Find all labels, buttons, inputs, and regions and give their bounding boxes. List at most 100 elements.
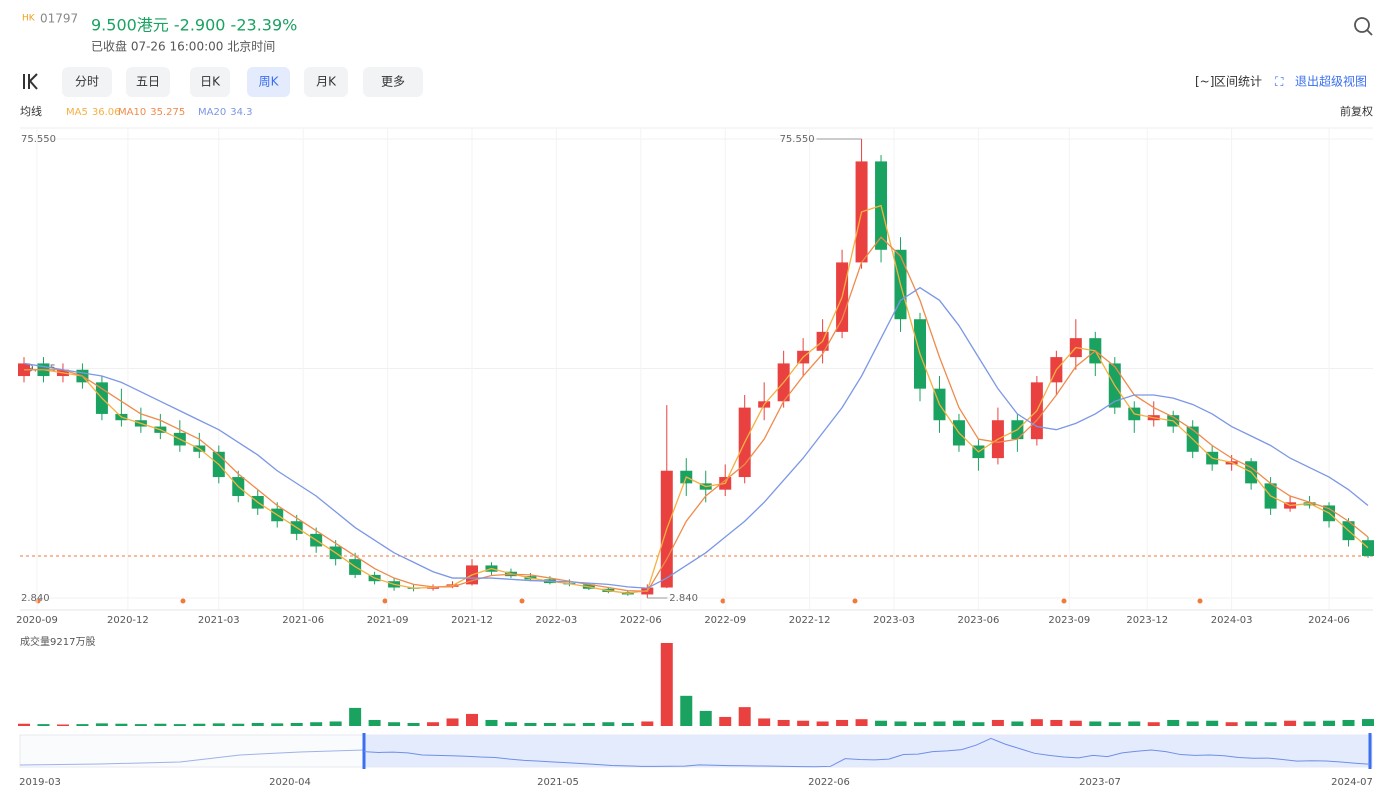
tool-button[interactable]: 退出超级视图: [1295, 74, 1367, 89]
legend-name: MA10: [118, 107, 146, 118]
tab-label[interactable]: 更多: [381, 75, 405, 89]
volume-bar: [310, 722, 323, 726]
volume-bar: [427, 722, 440, 726]
volume-bar: [504, 722, 517, 726]
volume-bar: [76, 724, 89, 726]
volume-bar: [602, 722, 615, 726]
volume-bar: [407, 722, 420, 726]
volume-bar: [1128, 721, 1141, 726]
x-tick-label: 2023-03: [873, 615, 915, 626]
volume-bar: [738, 707, 751, 726]
volume-bar: [816, 721, 829, 726]
volume-bar: [660, 643, 673, 726]
navigator-line: [363, 737, 1371, 768]
adjust-label[interactable]: 前复权: [1340, 104, 1373, 118]
volume-bar: [349, 707, 362, 726]
market-badge: HK: [22, 14, 36, 24]
candle-body: [1362, 540, 1374, 556]
volume-bar: [485, 719, 498, 726]
chart-icon[interactable]: [23, 73, 38, 90]
legend-value: 34.3: [230, 107, 252, 118]
x-tick-label: 2021-03: [198, 615, 240, 626]
volume-bar: [212, 723, 225, 726]
volume-bar: [251, 722, 264, 726]
tool-button[interactable]: 区间统计: [1214, 75, 1262, 89]
volume-bar: [972, 722, 985, 726]
volume-bar: [134, 724, 147, 726]
volume-bar: [466, 713, 478, 726]
volume-bar: [777, 719, 790, 726]
legend-name: MA5: [66, 107, 88, 118]
volume-bar: [329, 721, 342, 726]
x-tick-label: 2023-09: [1048, 615, 1090, 626]
volume-bar: [719, 716, 732, 726]
volume-bar: [115, 723, 128, 726]
x-tick-label: 2024-06: [1308, 615, 1350, 626]
volume-bar: [1030, 719, 1043, 726]
volume-bar: [1323, 720, 1336, 726]
tab-label[interactable]: 五日: [136, 75, 160, 89]
ma-label: 均线: [20, 104, 42, 118]
tab-label[interactable]: 分时: [75, 75, 99, 89]
annotation-label: 2.840: [669, 593, 698, 604]
tab-button[interactable]: [363, 67, 423, 97]
volume-bar: [1342, 719, 1355, 726]
volume-bar: [952, 720, 965, 726]
event-dots: [35, 598, 1203, 604]
navigator-label: 2021-05: [537, 777, 579, 788]
volume-bar: [582, 722, 595, 726]
volume-bar: [1147, 722, 1160, 726]
tab-button[interactable]: [304, 67, 348, 97]
volume-bar: [193, 723, 206, 726]
volume-bar: [836, 719, 849, 726]
volume-bar: [1264, 722, 1277, 726]
tab-button[interactable]: [126, 67, 170, 97]
navigator-label: 2023-07: [1079, 777, 1121, 788]
annotation-label: 75.550: [780, 134, 815, 145]
range-icon: [~]: [1195, 75, 1214, 89]
status: 已收盘 07-26 16:00:00 北京时间: [91, 39, 275, 54]
x-tick-label: 2020-12: [107, 615, 149, 626]
x-tick-label: 2021-12: [451, 615, 493, 626]
stock-code: 01797: [40, 12, 78, 26]
volume-bar: [271, 723, 284, 726]
volume-bar: [914, 722, 926, 726]
volume-bar: [154, 723, 167, 726]
volume-bar: [991, 719, 1004, 726]
volume-bar: [1186, 721, 1199, 726]
volume-bar: [758, 718, 771, 726]
tab-button[interactable]: [247, 67, 290, 97]
volume-bar: [388, 722, 401, 726]
x-tick-label: 2021-09: [367, 615, 409, 626]
volume-bar: [1108, 722, 1121, 726]
x-tick-label: 2022-06: [620, 615, 662, 626]
volume-bar: [621, 722, 634, 726]
tab-button[interactable]: [190, 67, 230, 97]
navigator-label: 2024-07: [1331, 777, 1373, 788]
volume-bar: [368, 719, 381, 726]
exit-icon: ⛶: [1274, 75, 1284, 89]
volume-bar: [1069, 720, 1082, 726]
volume-bar: [641, 721, 654, 726]
navigator-label: 2020-04: [269, 777, 311, 788]
tab-label[interactable]: 日K: [200, 75, 221, 89]
volume-bar: [1303, 721, 1316, 726]
tab-label[interactable]: 周K: [259, 75, 280, 89]
navigator-selection[interactable]: [364, 735, 1370, 767]
x-tick-label: 2023-12: [1126, 615, 1168, 626]
volume-bar: [933, 721, 946, 726]
volume-bar: [543, 722, 556, 726]
volume-bar: [1206, 720, 1219, 726]
volume-bar: [1225, 722, 1238, 726]
tab-label[interactable]: 月K: [316, 75, 337, 89]
volume-bar: [680, 695, 693, 726]
volume-bar: [1050, 719, 1063, 726]
y-tick-label: 75.550: [21, 134, 56, 145]
search-icon[interactable]: [1354, 17, 1373, 36]
x-tick-label: 2022-12: [789, 615, 831, 626]
volume-bar: [232, 723, 245, 726]
tab-button[interactable]: [62, 67, 112, 97]
x-tick-label: 2022-03: [536, 615, 578, 626]
